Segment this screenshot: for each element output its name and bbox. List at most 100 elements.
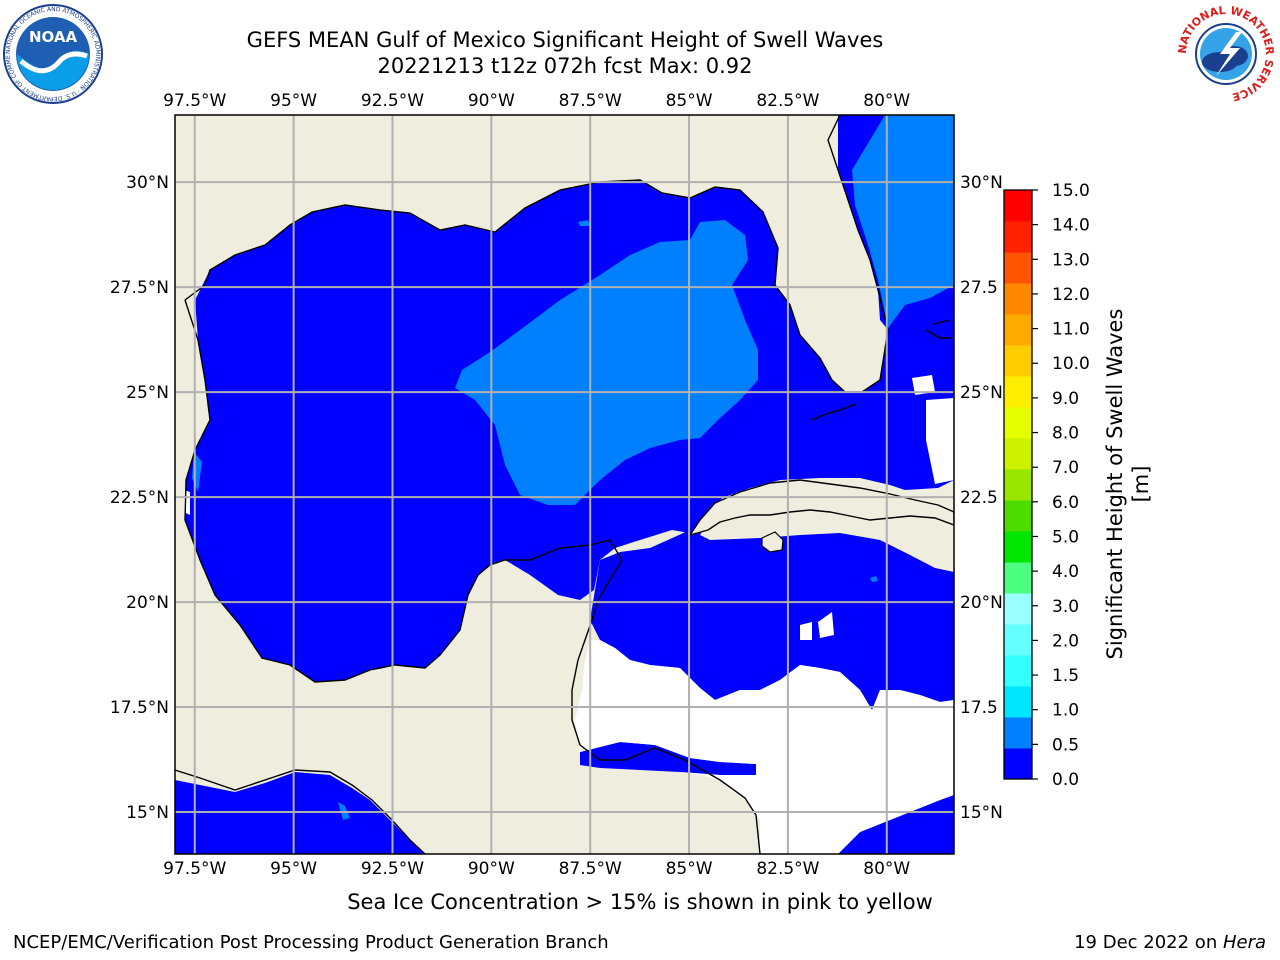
colorbar-tick-label: 4.0 <box>1052 562 1079 582</box>
missing-data-hole-1 <box>800 622 812 640</box>
bahamas-islands <box>925 319 952 339</box>
sea-ice-note: Sea Ice Concentration > 15% is shown in … <box>347 890 933 914</box>
lon-tick-label-top: 80°W <box>863 91 910 111</box>
nws-logo-icon: NATIONAL WEATHER SERVICE <box>1176 4 1276 103</box>
colorbar-tick-label: 15.0 <box>1052 181 1090 201</box>
colorbar-segment <box>1004 686 1032 718</box>
footer-credit: NCEP/EMC/Verification Post Processing Pr… <box>13 932 609 953</box>
lon-tick-label-top: 97.5°W <box>163 91 226 111</box>
colorbar-tick-label: 1.5 <box>1052 666 1079 686</box>
lat-tick-label-right: 25°N <box>960 383 1003 403</box>
lon-tick-label-bottom: 92.5°W <box>361 859 424 879</box>
colorbar-segment <box>1004 655 1032 687</box>
lon-ticks-bottom: 97.5°W 95°W 92.5°W 90°W 87.5°W 85°W 82.5°W 80°W <box>163 859 910 879</box>
lat-tick-label-left: 15°N <box>126 803 169 823</box>
footer-date-text: 19 Dec 2022 on <box>1074 932 1223 953</box>
lon-tick-label-top: 85°W <box>666 91 713 111</box>
noaa-logo-text: NOAA <box>29 28 78 46</box>
colorbar-segment <box>1004 345 1032 377</box>
lon-tick-label-top: 87.5°W <box>559 91 622 111</box>
colorbar-tick-label: 8.0 <box>1052 424 1079 444</box>
lat-tick-label-left: 20°N <box>126 593 169 613</box>
footer-host: Hera <box>1222 932 1266 953</box>
lon-tick-label-top: 82.5°W <box>756 91 819 111</box>
cuba-landmass <box>688 479 954 537</box>
map-subtitle: 20221213 t12z 072h fcst Max: 0.92 <box>377 54 753 78</box>
lon-tick-label-bottom: 80°W <box>863 859 910 879</box>
colorbar-segment <box>1004 748 1032 780</box>
colorbar-label: Significant Height of Swell Waves [m] <box>1103 308 1153 660</box>
lat-ticks-left: 30°N 27.5°N 25°N 22.5°N 20°N 17.5°N 15°N <box>110 173 169 823</box>
colorbar-tick-label: 10.0 <box>1052 354 1090 374</box>
lon-tick-label-bottom: 95°W <box>270 859 317 879</box>
lat-tick-label-left: 25°N <box>126 383 169 403</box>
colorbar-segment <box>1004 407 1032 439</box>
missing-data-hole-2 <box>818 612 834 638</box>
colorbar-tick-label: 3.0 <box>1052 597 1079 617</box>
missing-data-caribbean <box>575 640 954 854</box>
footer-date: 19 Dec 2022 on Hera <box>1074 932 1266 953</box>
lat-tick-label-right: 20°N <box>960 593 1003 613</box>
isla-de-la-juventud <box>761 531 784 553</box>
lat-ticks-right: 30°N 27.5 25°N 22.5 20°N 17.5 15°N <box>960 173 1003 823</box>
lon-ticks-top: 97.5°W 95°W 92.5°W 90°W 87.5°W 85°W 82.5°W 80°W <box>163 91 910 111</box>
caribbean-swell-southeast <box>838 795 954 854</box>
colorbar-tick-label: 0.0 <box>1052 770 1079 790</box>
colorbar-segment <box>1004 624 1032 656</box>
map-frame <box>174 114 955 855</box>
mexico-coastline <box>184 299 761 854</box>
missing-data-bahamas-1 <box>912 375 935 395</box>
colorbar-segment <box>1004 562 1032 594</box>
cayman-island <box>870 576 878 582</box>
lat-tick-label-right: 27.5 <box>960 278 998 298</box>
caribbean-swell-lower <box>580 742 756 775</box>
map-area <box>175 115 954 854</box>
colorbar-tick-label: 12.0 <box>1052 285 1090 305</box>
map-title: GEFS MEAN Gulf of Mexico Significant Hei… <box>246 28 884 52</box>
noaa-logo-icon: NATIONAL OCEANIC AND ATMOSPHERIC ADMINIS… <box>3 4 103 104</box>
colorbar-tick-label: 9.0 <box>1052 389 1079 409</box>
lat-tick-label-right: 22.5 <box>960 488 998 508</box>
colorbar-tick-label: 2.0 <box>1052 631 1079 651</box>
lon-tick-label-bottom: 87.5°W <box>559 859 622 879</box>
lat-tick-label-right: 30°N <box>960 173 1003 193</box>
lon-tick-label-top: 92.5°W <box>361 91 424 111</box>
lat-tick-label-right: 17.5 <box>960 698 998 718</box>
colorbar-segment <box>1004 190 1032 222</box>
colorbar-segment <box>1004 500 1032 532</box>
colorbar: 0.0 0.5 1.0 1.5 2.0 3.0 4.0 5.0 6.0 7.0 8.0 9.0 10.0… <box>1003 181 1090 790</box>
lat-tick-label-left: 27.5°N <box>110 278 169 298</box>
colorbar-tick-label: 13.0 <box>1052 250 1090 270</box>
colorbar-segment <box>1004 314 1032 346</box>
gulf-swell-patch-pacific <box>338 802 350 820</box>
colorbar-segment <box>1004 717 1032 749</box>
lat-tick-label-right: 15°N <box>960 803 1003 823</box>
colorbar-frame <box>1003 189 1033 780</box>
lat-tick-label-left: 22.5°N <box>110 488 169 508</box>
colorbar-segment <box>1004 438 1032 470</box>
lat-tick-label-left: 30°N <box>126 173 169 193</box>
colorbar-tick-label: 14.0 <box>1052 216 1090 236</box>
colorbar-segment <box>1004 376 1032 408</box>
colorbar-tick-label: 7.0 <box>1052 458 1079 478</box>
colorbar-segment <box>1004 221 1032 253</box>
gulf-coastline <box>184 115 889 393</box>
missing-data-bahamas-2 <box>926 398 954 484</box>
colorbar-segment <box>1004 252 1032 284</box>
colorbar-tick-label: 11.0 <box>1052 320 1090 340</box>
lon-tick-label-top: 95°W <box>270 91 317 111</box>
colorbar-segment <box>1004 283 1032 315</box>
lon-tick-label-bottom: 85°W <box>666 859 713 879</box>
colorbar-tick-label: 0.5 <box>1052 735 1079 755</box>
pacific-coastline <box>175 769 426 854</box>
lat-tick-label-left: 17.5°N <box>110 698 169 718</box>
gulf-swell-0-5-1-0 <box>455 220 758 505</box>
lon-tick-label-bottom: 90°W <box>468 859 515 879</box>
graticule <box>175 115 954 854</box>
colorbar-tick-label: 1.0 <box>1052 701 1079 721</box>
florida-keys <box>811 403 857 421</box>
colorbar-segment <box>1004 531 1032 563</box>
caribbean-swell-field <box>590 530 954 710</box>
gulf-swell-patch-north <box>578 220 590 226</box>
